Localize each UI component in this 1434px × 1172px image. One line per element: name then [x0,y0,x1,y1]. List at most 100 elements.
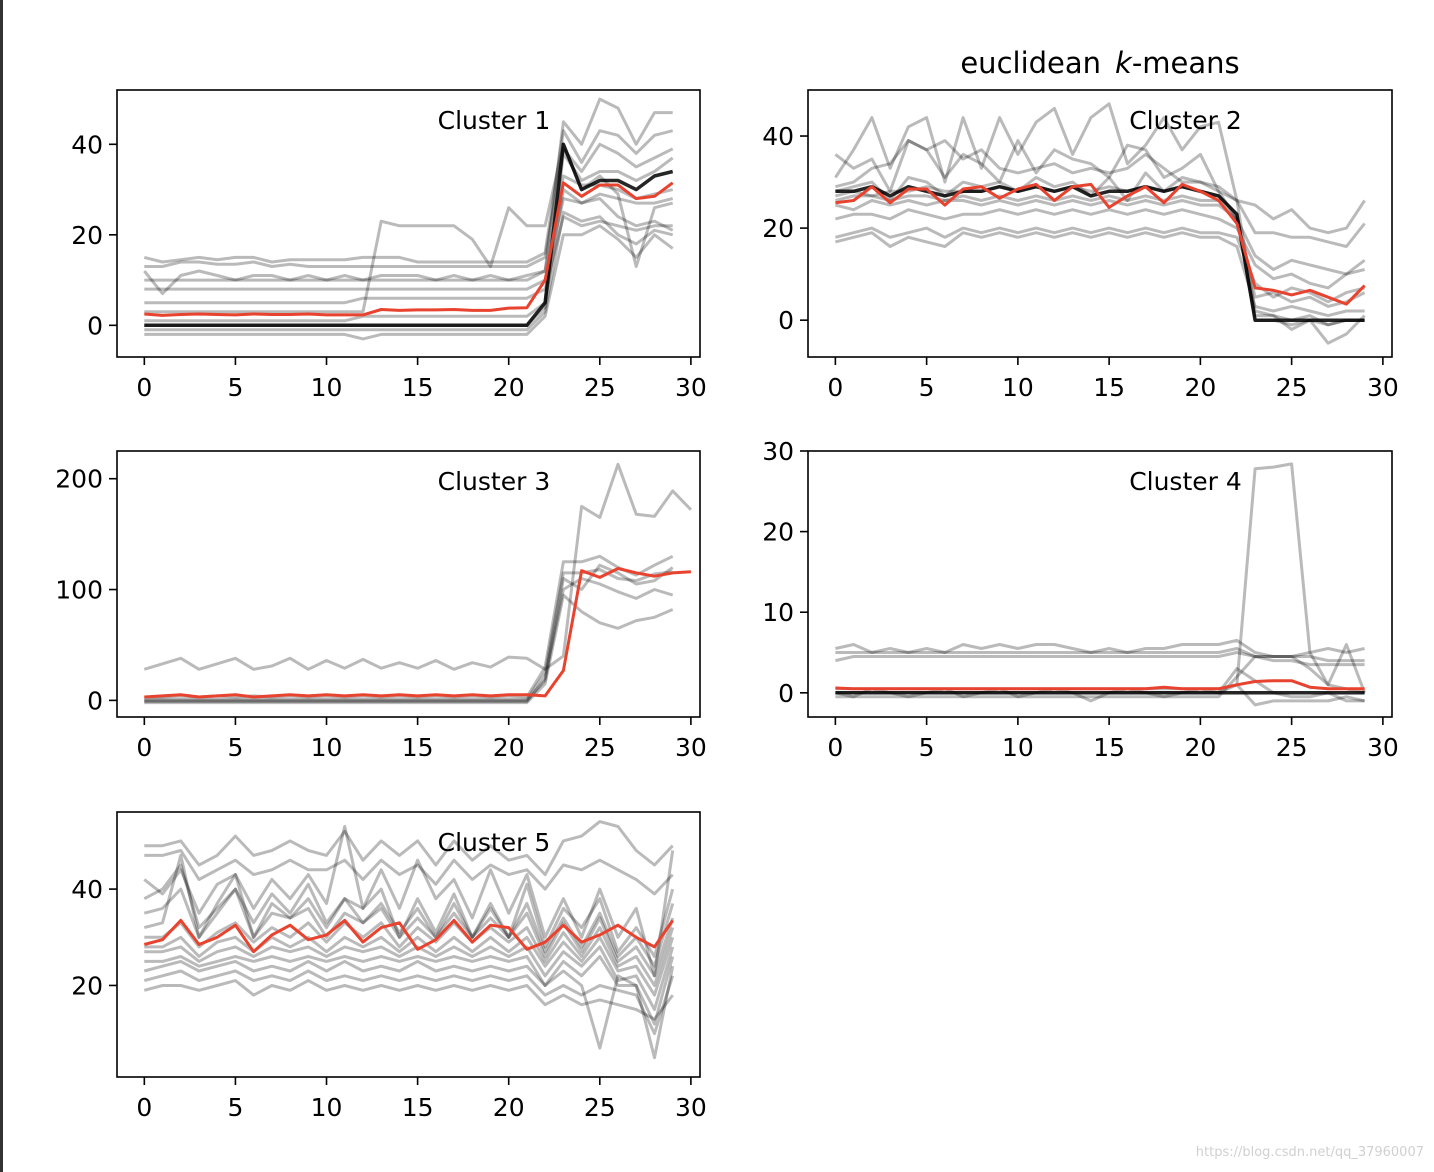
series-line-s8 [144,935,675,997]
y-tick-label: 0 [87,686,103,715]
series-line-s6 [835,643,1367,699]
series-group [835,462,1367,707]
x-tick-label: 30 [675,373,707,402]
y-tick-label: 40 [762,122,794,151]
centroid-line [835,679,1365,691]
x-tick-label: 25 [1276,373,1308,402]
figure-title-main: euclidean [960,46,1101,80]
centroid-line [835,182,1366,306]
y-tick-label: 30 [762,437,794,466]
subplot-2: 0 5 10 15 20 25 30 0 20 40 Cluster 2 [762,89,1399,402]
y-tick-label: 0 [778,679,794,708]
series-line-s10 [144,955,675,1026]
y-tick-label: 40 [71,130,103,159]
x-tick-label: 10 [311,373,343,402]
series-line-s9 [144,945,675,1011]
x-tick-label: 5 [919,373,935,402]
series-line-s2 [835,647,1365,663]
y-tick-label: 20 [71,971,103,1000]
y-tick-label: 0 [87,311,103,340]
y-tick-label: 200 [55,465,103,494]
series-line-s4 [144,577,674,703]
cluster-label: Cluster 4 [1129,467,1242,496]
figure-title-k: k [1115,46,1133,80]
series-group [834,102,1366,345]
x-tick-label: 0 [136,733,152,762]
figure-title-rest: -means [1132,46,1240,80]
x-tick-label: 20 [1184,733,1216,762]
series-line-s12 [143,969,675,1036]
y-tick-label: 20 [762,518,794,547]
series-line-s13 [143,979,674,1021]
subplot-3: 0 5 10 15 20 25 30 0 100 200 Cluster 3 [55,450,707,762]
series-line-s5 [835,199,1366,276]
y-tick-label: 20 [762,214,794,243]
x-tick-label: 20 [1184,373,1216,402]
x-tick-label: 30 [675,1093,707,1122]
y-tick-label: 100 [55,576,103,605]
axes-frame [807,450,1393,718]
watermark: https://blog.csdn.net/qq_37960007 [1195,1145,1424,1160]
series-line-dark [144,142,674,328]
x-tick-label: 25 [584,733,616,762]
series-line-s9 [835,139,1365,327]
x-tick-label: 25 [584,373,616,402]
series-line-s5 [144,192,674,291]
subplot-4: 0 5 10 15 20 25 30 0 10 20 30 Cluster 4 [762,437,1399,762]
x-tick-label: 5 [227,373,243,402]
x-tick-label: 10 [1002,373,1034,402]
series-line-s2 [144,554,674,699]
cluster-label: Cluster 5 [438,828,551,857]
centroid-line [144,567,691,699]
series-line-s9 [144,210,674,332]
x-tick-label: 10 [311,1093,343,1122]
series-line-s8 [144,188,674,323]
x-tick-label: 30 [1367,373,1399,402]
series-group [143,462,692,705]
cluster-label: Cluster 3 [438,467,551,496]
series-line-s11 [143,959,675,1060]
series-group [143,820,675,1060]
x-tick-label: 15 [402,733,434,762]
y-tick-label: 10 [762,598,794,627]
series-line-s6 [144,563,674,702]
x-tick-label: 25 [584,1093,616,1122]
x-tick-label: 5 [227,1093,243,1122]
y-tick-label: 0 [778,306,794,335]
series-line-s5 [144,593,674,705]
series-line-s10 [144,224,674,341]
x-tick-label: 20 [493,373,525,402]
x-tick-label: 10 [311,733,343,762]
x-tick-label: 15 [1093,733,1125,762]
series-line-s3 [835,651,1365,667]
centroid-line [144,181,674,317]
x-tick-label: 20 [493,733,525,762]
x-tick-label: 0 [136,1093,152,1122]
subplot-5: 0 5 10 15 20 25 30 20 40 Cluster 5 [71,811,707,1122]
subplot-1: 0 5 10 15 20 25 30 0 20 40 Cluster 1 [71,89,707,402]
series-line-s4 [835,185,1365,327]
series-line-s2 [144,142,674,268]
series-line-s4 [835,462,1365,695]
series-line-s1 [835,638,1365,658]
x-tick-label: 0 [827,373,843,402]
x-tick-label: 15 [402,1093,434,1122]
series-line-s7 [835,226,1365,304]
axes-frame [807,89,1393,358]
axes-frame [116,89,701,358]
axes-frame [116,450,701,718]
series-line-s6 [835,208,1365,290]
series-line-s1 [144,820,674,877]
series-line-s3 [143,174,674,296]
series-line-s3 [835,171,1366,248]
x-tick-label: 15 [402,373,434,402]
x-tick-label: 20 [493,1093,525,1122]
x-tick-label: 5 [227,733,243,762]
y-tick-label: 40 [71,875,103,904]
x-tick-label: 25 [1276,733,1308,762]
x-tick-label: 0 [136,373,152,402]
x-tick-label: 10 [1002,733,1034,762]
series-line-s6 [144,215,673,305]
y-tick-label: 20 [71,221,103,250]
x-tick-label: 30 [1367,733,1399,762]
